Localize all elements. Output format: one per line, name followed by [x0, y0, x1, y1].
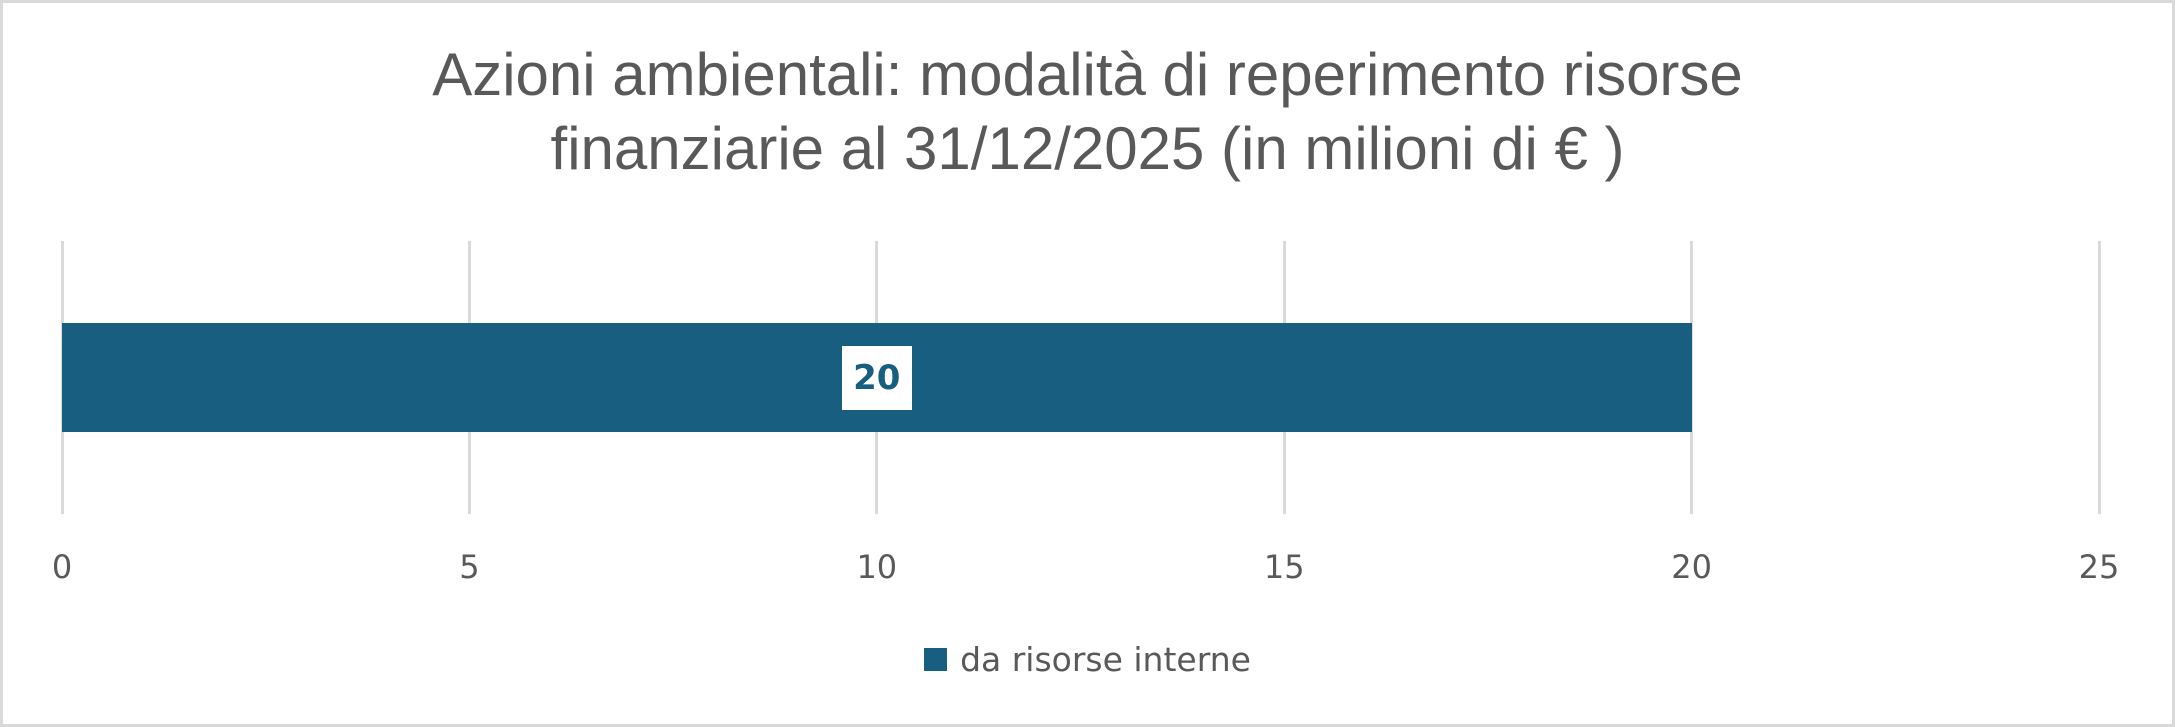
x-tick-label: 5	[459, 548, 480, 586]
data-label: 20	[841, 345, 912, 410]
x-tick-label: 10	[856, 548, 898, 586]
legend: da risorse interne	[0, 640, 2175, 679]
x-tick-label: 20	[1671, 548, 1712, 586]
x-tick-label: 15	[1263, 548, 1305, 586]
x-tick-label: 25	[2078, 548, 2120, 586]
x-tick-label: 0	[51, 548, 73, 586]
gridline	[1690, 241, 1694, 514]
chart-title: Azioni ambientali: modalità di reperimen…	[0, 38, 2175, 186]
legend-swatch-icon	[924, 648, 948, 671]
chart-title-line-2: finanziarie al 31/12/2025 (in milioni di…	[550, 115, 1625, 182]
chart-title-line-1: Azioni ambientali: modalità di reperimen…	[432, 41, 1743, 108]
gridline	[2097, 241, 2101, 514]
legend-label: da risorse interne	[960, 640, 1251, 679]
